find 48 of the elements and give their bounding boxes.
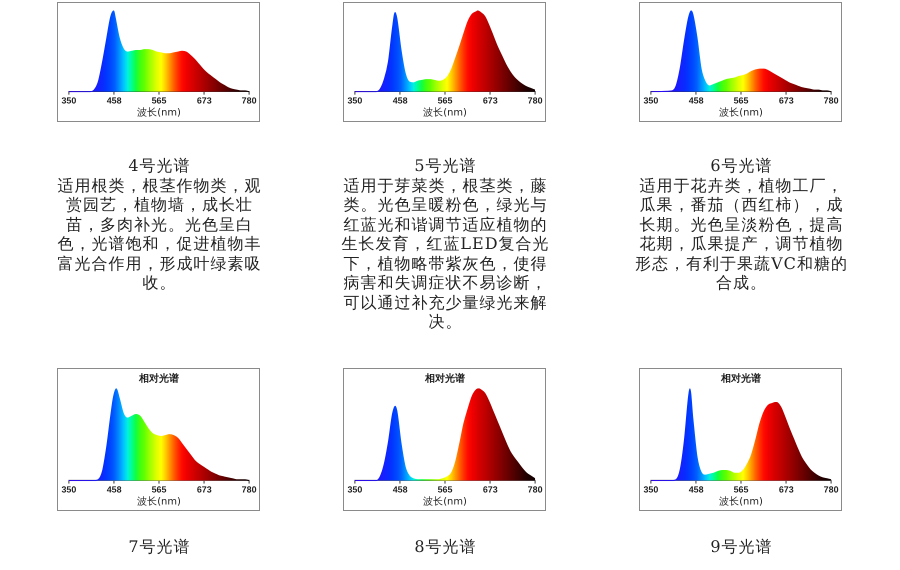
x-tick-label: 565: [438, 95, 452, 106]
x-tick-label: 350: [643, 484, 658, 494]
text: 6号光谱: [709, 156, 774, 176]
text: 适用根类，根茎作物类，观赏园艺，植物墙，成长壮苗，多肉补光。光色呈白色，光谱饱和，促进植物丰富光合作用，形成叶绿素吸收。: [56, 176, 262, 292]
x-tick-label: 565: [152, 95, 166, 106]
x-tick-label: 458: [106, 484, 122, 494]
text: 5号光谱: [413, 156, 478, 176]
text: 适用于芽菜类，根茎类，藤类。光色呈暖粉色，绿光与红蓝光和谐调节适应植物的生长发育，红蓝LED复合光下，植物略带紫灰色，使得病害和失调症状不易诊断，可以通过补充少量绿光来解决。: [340, 176, 551, 332]
x-tick-label: 350: [347, 95, 362, 106]
x-tick-label: 458: [688, 484, 704, 494]
x-tick-label: 673: [482, 95, 498, 106]
x-tick-label: 565: [734, 484, 748, 494]
x-tick-label: 780: [242, 95, 257, 106]
x-axis-title: 波长(nm): [719, 496, 763, 508]
chart-title: 相对光谱: [138, 372, 180, 384]
x-tick-label: 673: [196, 484, 212, 494]
x-tick-label: 673: [196, 95, 212, 106]
x-tick-label: 565: [438, 484, 452, 494]
x-tick-label: 350: [347, 484, 362, 494]
x-tick-label: 350: [643, 95, 658, 106]
x-axis-title: 波长(nm): [423, 496, 467, 508]
chart-title: 相对光谱: [424, 372, 466, 384]
x-tick-label: 780: [528, 95, 543, 106]
x-tick-label: 780: [242, 484, 257, 494]
x-tick-label: 458: [106, 95, 122, 106]
text: 4号光谱: [127, 156, 192, 176]
text: 9号光谱: [709, 537, 774, 556]
x-tick-label: 780: [824, 484, 839, 494]
x-tick-label: 350: [61, 484, 76, 494]
chart-title: 相对光谱: [720, 372, 762, 384]
x-tick-label: 780: [528, 484, 543, 494]
x-tick-label: 565: [152, 484, 166, 494]
x-axis-title: 波长(nm): [137, 106, 181, 119]
x-axis-title: 波长(nm): [423, 106, 467, 119]
x-tick-label: 673: [778, 95, 794, 106]
x-tick-label: 458: [688, 95, 704, 106]
x-tick-label: 565: [734, 95, 748, 106]
text: 7号光谱: [127, 537, 192, 556]
text: 8号光谱: [413, 537, 478, 556]
x-tick-label: 673: [482, 484, 498, 494]
x-axis-title: 波长(nm): [137, 496, 181, 508]
x-tick-label: 350: [61, 95, 76, 106]
x-tick-label: 673: [778, 484, 794, 494]
text: 适用于花卉类，植物工厂，瓜果，番茄（西红柿），成长期。光色呈淡粉色，提高花期，瓜果提产，调节植物形态，有利于果蔬VC和糖的合成。: [634, 176, 849, 292]
x-tick-label: 458: [392, 95, 408, 106]
x-axis-title: 波长(nm): [719, 106, 763, 119]
x-tick-label: 780: [824, 95, 839, 106]
x-tick-label: 458: [392, 484, 408, 494]
